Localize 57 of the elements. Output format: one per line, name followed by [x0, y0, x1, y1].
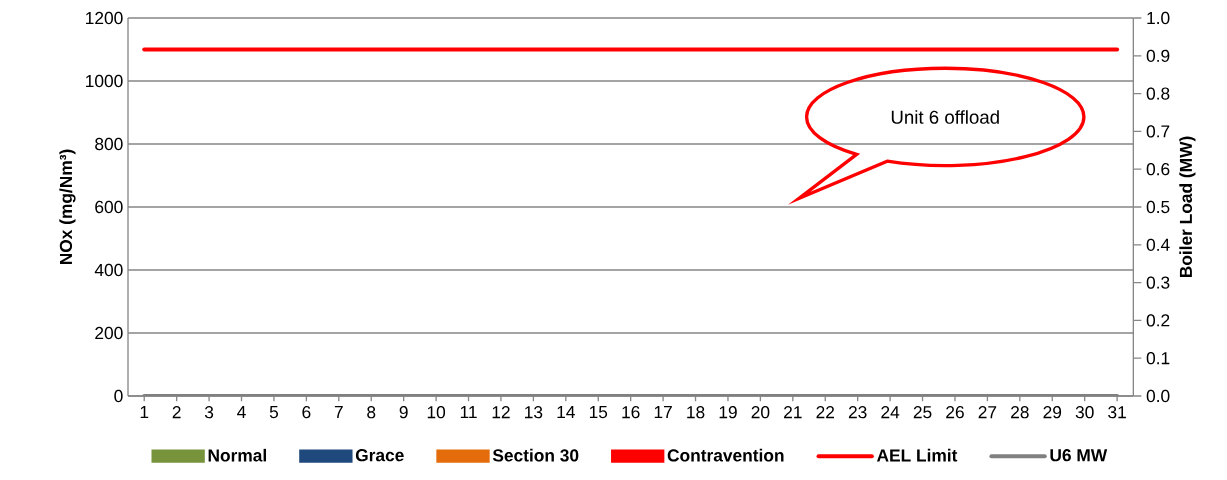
x-tick-label: 10 — [427, 406, 446, 419]
y-tick-label: 800 — [95, 137, 123, 151]
x-tick-label: 19 — [719, 406, 737, 419]
y2-tick-label: 0.2 — [1146, 314, 1170, 327]
y2-tick-label: 0.5 — [1146, 200, 1170, 214]
y-tick-label: 200 — [95, 326, 123, 340]
x-tick-label: 1 — [140, 406, 149, 418]
y2-tick-label: 0.7 — [1146, 125, 1170, 138]
x-tick-label: 27 — [978, 406, 997, 419]
x-tick-label: 7 — [334, 406, 343, 418]
x-tick-label: 4 — [237, 406, 246, 418]
y2-tick-label: 0.0 — [1146, 389, 1170, 403]
y2-tick-label: 0.8 — [1146, 87, 1170, 100]
y2-tick-label: 0.9 — [1146, 49, 1170, 62]
legend-label: Grace — [355, 449, 404, 462]
x-tick-label: 17 — [654, 406, 672, 418]
x-tick-label: 22 — [816, 406, 835, 419]
x-tick-label: 12 — [492, 406, 510, 419]
x-tick-label: 16 — [622, 406, 640, 419]
x-tick-label: 5 — [269, 406, 279, 419]
y2-tick-label: 0.1 — [1146, 352, 1170, 365]
y-tick-label: 400 — [94, 263, 123, 277]
x-tick-label: 20 — [751, 406, 770, 419]
x-tick-label: 21 — [784, 406, 802, 419]
x-tick-label: 29 — [1043, 406, 1062, 419]
x-tick-label: 14 — [557, 406, 575, 418]
legend-label: Section 30 — [492, 448, 579, 462]
x-tick-label: 28 — [1011, 406, 1029, 419]
y-axis-title: NOx (mg/Nm³) — [59, 149, 76, 265]
x-tick-label: 3 — [204, 406, 214, 419]
x-tick-label: 15 — [589, 406, 608, 419]
y-tick-label: 600 — [95, 200, 123, 214]
y2-tick-label: 1.0 — [1147, 11, 1170, 25]
x-tick-label: 24 — [881, 406, 900, 419]
x-tick-label: 9 — [399, 406, 408, 419]
x-tick-label: 25 — [913, 406, 932, 419]
x-tick-label: 18 — [687, 406, 705, 419]
legend-label: U6 MW — [1050, 449, 1108, 462]
x-tick-label: 6 — [302, 406, 311, 419]
y-tick-label: 1000 — [86, 74, 123, 88]
y-tick-label: 0 — [114, 389, 123, 403]
x-tick-label: 26 — [946, 406, 964, 419]
x-tick-label: 8 — [367, 406, 376, 419]
x-tick-label: 13 — [525, 406, 543, 419]
x-tick-label: 23 — [848, 406, 867, 419]
y2-tick-label: 0.3 — [1146, 276, 1170, 289]
y2-tick-label: 0.6 — [1146, 163, 1170, 176]
x-tick-label: 30 — [1075, 406, 1094, 419]
legend-label: Normal — [208, 448, 266, 462]
y2-axis-title: Boiler Load (MW) — [1179, 136, 1196, 278]
y2-tick-label: 0.4 — [1146, 238, 1170, 251]
legend-label: Contravention — [667, 448, 784, 462]
legend-label: AEL Limit — [876, 448, 958, 462]
x-tick-label: 31 — [1108, 406, 1126, 419]
x-tick-label: 2 — [172, 406, 181, 419]
y-tick-label: 1200 — [86, 11, 123, 25]
x-tick-label: 11 — [460, 406, 477, 418]
